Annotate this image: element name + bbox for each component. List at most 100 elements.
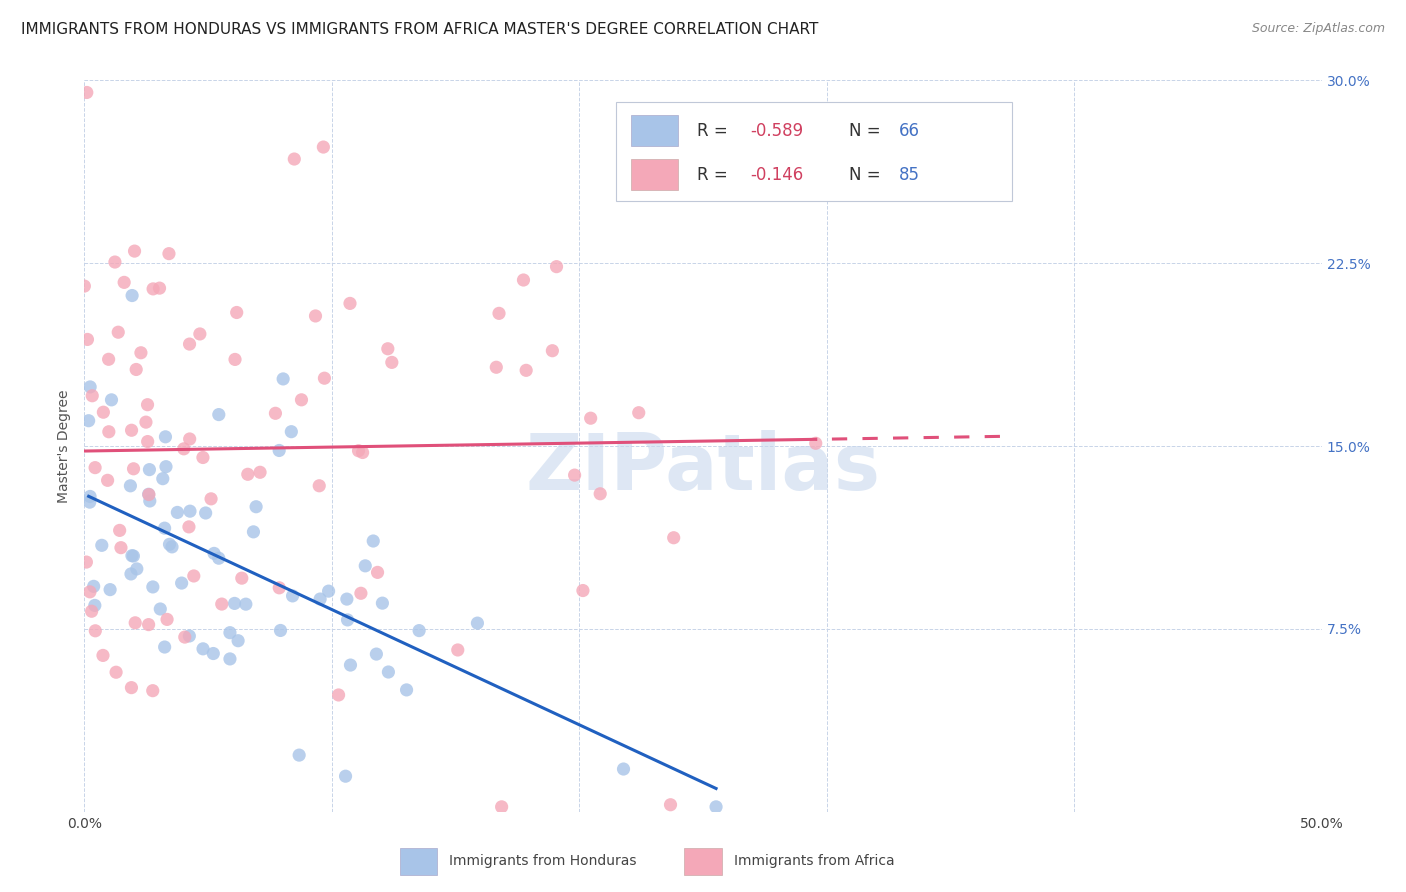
Point: [304, 309, 326, 323]
Point: [546, 260, 568, 274]
Point: [142, 683, 165, 698]
FancyBboxPatch shape: [685, 847, 721, 875]
Point: [361, 534, 384, 549]
Point: [79, 495, 101, 509]
Point: [76, 333, 98, 347]
Point: [211, 597, 233, 611]
Point: [371, 596, 394, 610]
Point: [122, 462, 145, 476]
Text: -0.146: -0.146: [749, 166, 803, 184]
Point: [692, 113, 714, 128]
Text: Immigrants from Africa: Immigrants from Africa: [734, 854, 894, 868]
Point: [90, 538, 112, 552]
Point: [318, 584, 340, 599]
Point: [488, 306, 510, 320]
Point: [84, 460, 107, 475]
Point: [122, 549, 145, 563]
Point: [200, 491, 222, 506]
Point: [138, 462, 160, 476]
Point: [283, 152, 305, 166]
Point: [179, 337, 201, 351]
Point: [121, 549, 143, 563]
Point: [512, 273, 534, 287]
Point: [125, 562, 148, 576]
Point: [83, 599, 105, 613]
Point: [153, 521, 176, 535]
Point: [91, 648, 114, 663]
Point: [157, 246, 180, 260]
Point: [350, 586, 373, 600]
Point: [191, 641, 214, 656]
Text: 85: 85: [898, 166, 920, 184]
Point: [170, 576, 193, 591]
Point: [149, 602, 172, 616]
FancyBboxPatch shape: [616, 103, 1012, 201]
Point: [183, 569, 205, 583]
Point: [447, 643, 470, 657]
Point: [148, 281, 170, 295]
Point: [208, 551, 231, 566]
Point: [159, 537, 181, 551]
Point: [120, 479, 142, 493]
Point: [589, 487, 612, 501]
Point: [288, 748, 311, 763]
Point: [224, 352, 246, 367]
Point: [235, 597, 257, 611]
Point: [82, 389, 104, 403]
Point: [541, 343, 564, 358]
Point: [80, 604, 103, 618]
Point: [219, 625, 242, 640]
Point: [339, 658, 361, 673]
Point: [138, 487, 160, 501]
Point: [173, 630, 195, 644]
Point: [97, 473, 120, 487]
Text: Source: ZipAtlas.com: Source: ZipAtlas.com: [1251, 22, 1385, 36]
Point: [120, 566, 142, 581]
Text: R =: R =: [697, 121, 733, 140]
Point: [100, 392, 122, 407]
Point: [308, 479, 330, 493]
Point: [704, 800, 727, 814]
Text: ZIPatlas: ZIPatlas: [526, 430, 880, 506]
Point: [408, 624, 430, 638]
Point: [136, 434, 159, 449]
Point: [572, 583, 595, 598]
Point: [245, 500, 267, 514]
Point: [191, 450, 214, 465]
Point: [491, 800, 513, 814]
Point: [335, 769, 357, 783]
Point: [125, 362, 148, 376]
Point: [290, 392, 312, 407]
Point: [160, 540, 183, 554]
Point: [79, 490, 101, 504]
Text: N =: N =: [849, 121, 886, 140]
Point: [129, 345, 152, 359]
Point: [139, 494, 162, 508]
Point: [202, 546, 225, 560]
Point: [112, 276, 135, 290]
Point: [381, 355, 404, 369]
Point: [156, 612, 179, 626]
Point: [269, 624, 291, 638]
Y-axis label: Master's Degree: Master's Degree: [58, 389, 72, 503]
FancyBboxPatch shape: [399, 847, 437, 875]
Point: [328, 688, 350, 702]
Point: [138, 617, 160, 632]
Point: [152, 472, 174, 486]
Point: [309, 592, 332, 607]
Point: [242, 524, 264, 539]
Point: [194, 506, 217, 520]
FancyBboxPatch shape: [631, 160, 678, 190]
Point: [76, 86, 98, 100]
Point: [124, 615, 146, 630]
Text: 66: 66: [898, 121, 920, 140]
Text: -0.589: -0.589: [749, 121, 803, 140]
Point: [73, 279, 96, 293]
Point: [336, 592, 359, 607]
Point: [107, 325, 129, 339]
Point: [269, 581, 291, 595]
Point: [79, 584, 101, 599]
Point: [281, 589, 304, 603]
Point: [662, 531, 685, 545]
Point: [166, 505, 188, 519]
